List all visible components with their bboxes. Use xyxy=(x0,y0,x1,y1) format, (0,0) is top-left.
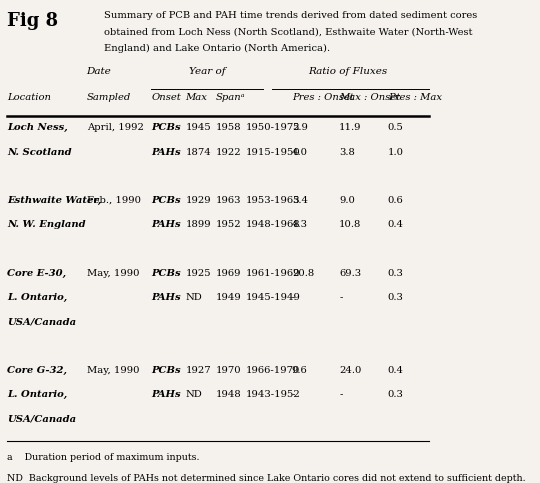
Text: 5.4: 5.4 xyxy=(292,196,308,205)
Text: Location: Location xyxy=(7,93,51,101)
Text: 0.4: 0.4 xyxy=(388,220,404,229)
Text: -: - xyxy=(339,390,342,399)
Text: May, 1990: May, 1990 xyxy=(86,269,139,278)
Text: 0.4: 0.4 xyxy=(388,366,404,375)
Text: 1948-1968: 1948-1968 xyxy=(246,220,300,229)
Text: USA/Canada: USA/Canada xyxy=(7,317,76,327)
Text: PAHs: PAHs xyxy=(151,293,181,302)
Text: 1899: 1899 xyxy=(186,220,211,229)
Text: PCBs: PCBs xyxy=(151,196,181,205)
Text: L. Ontario,: L. Ontario, xyxy=(7,293,68,302)
Text: Ratio of Fluxes: Ratio of Fluxes xyxy=(308,68,388,76)
Text: 1953-1963: 1953-1963 xyxy=(246,196,300,205)
Text: N. W. England: N. W. England xyxy=(7,220,86,229)
Text: 1922: 1922 xyxy=(215,148,241,156)
Text: 1966-1970: 1966-1970 xyxy=(246,366,300,375)
Text: 10.8: 10.8 xyxy=(339,220,361,229)
Text: Esthwaite Water,: Esthwaite Water, xyxy=(7,196,102,205)
Text: Max : Onset: Max : Onset xyxy=(339,93,400,101)
Text: PCBs: PCBs xyxy=(151,269,181,278)
Text: 1945-1949: 1945-1949 xyxy=(246,293,301,302)
Text: 9.6: 9.6 xyxy=(292,366,308,375)
Text: Spanᵃ: Spanᵃ xyxy=(215,93,245,101)
Text: 1943-1952: 1943-1952 xyxy=(246,390,301,399)
Text: 1961-1969: 1961-1969 xyxy=(246,269,300,278)
Text: -: - xyxy=(292,390,295,399)
Text: 0.3: 0.3 xyxy=(388,269,403,278)
Text: -: - xyxy=(292,293,295,302)
Text: April, 1992: April, 1992 xyxy=(86,123,144,132)
Text: 0.5: 0.5 xyxy=(388,123,403,132)
Text: 1949: 1949 xyxy=(215,293,241,302)
Text: Core G-32,: Core G-32, xyxy=(7,366,67,375)
Text: Fig 8: Fig 8 xyxy=(7,13,58,30)
Text: ND  Background levels of PAHs not determined since Lake Ontario cores did not ex: ND Background levels of PAHs not determi… xyxy=(7,474,526,483)
Text: 11.9: 11.9 xyxy=(339,123,362,132)
Text: England) and Lake Ontario (North America).: England) and Lake Ontario (North America… xyxy=(104,44,330,54)
Text: 24.0: 24.0 xyxy=(339,366,361,375)
Text: USA/Canada: USA/Canada xyxy=(7,414,76,424)
Text: 1.0: 1.0 xyxy=(388,148,404,156)
Text: obtained from Loch Ness (North Scotland), Esthwaite Water (North-West: obtained from Loch Ness (North Scotland)… xyxy=(104,28,473,37)
Text: 3.8: 3.8 xyxy=(339,148,355,156)
Text: 1950-1972: 1950-1972 xyxy=(246,123,300,132)
Text: 1952: 1952 xyxy=(215,220,241,229)
Text: a    Duration period of maximum inputs.: a Duration period of maximum inputs. xyxy=(7,453,200,462)
Text: 0.3: 0.3 xyxy=(388,390,403,399)
Text: 4.0: 4.0 xyxy=(292,148,308,156)
Text: 1927: 1927 xyxy=(186,366,211,375)
Text: 1915-1950: 1915-1950 xyxy=(246,148,301,156)
Text: ND: ND xyxy=(186,293,202,302)
Text: PAHs: PAHs xyxy=(151,220,181,229)
Text: 20.8: 20.8 xyxy=(292,269,314,278)
Text: N. Scotland: N. Scotland xyxy=(7,148,72,156)
Text: May, 1990: May, 1990 xyxy=(86,366,139,375)
Text: 1929: 1929 xyxy=(186,196,211,205)
Text: Loch Ness,: Loch Ness, xyxy=(7,123,68,132)
Text: 5.9: 5.9 xyxy=(292,123,308,132)
Text: PAHs: PAHs xyxy=(151,148,181,156)
Text: 9.0: 9.0 xyxy=(339,196,355,205)
Text: PCBs: PCBs xyxy=(151,366,181,375)
Text: L. Ontario,: L. Ontario, xyxy=(7,390,68,399)
Text: Core E-30,: Core E-30, xyxy=(7,269,66,278)
Text: Pres : Onset: Pres : Onset xyxy=(292,93,354,101)
Text: 4.3: 4.3 xyxy=(292,220,308,229)
Text: 1970: 1970 xyxy=(215,366,241,375)
Text: 69.3: 69.3 xyxy=(339,269,361,278)
Text: -: - xyxy=(339,293,342,302)
Text: 1969: 1969 xyxy=(215,269,241,278)
Text: 0.6: 0.6 xyxy=(388,196,403,205)
Text: Onset: Onset xyxy=(151,93,181,101)
Text: Sampled: Sampled xyxy=(86,93,131,101)
Text: Summary of PCB and PAH time trends derived from dated sediment cores: Summary of PCB and PAH time trends deriv… xyxy=(104,11,477,20)
Text: 1958: 1958 xyxy=(215,123,241,132)
Text: PAHs: PAHs xyxy=(151,390,181,399)
Text: Pres : Max: Pres : Max xyxy=(388,93,442,101)
Text: Feb., 1990: Feb., 1990 xyxy=(86,196,140,205)
Text: 1945: 1945 xyxy=(186,123,211,132)
Text: Max: Max xyxy=(186,93,207,101)
Text: Date: Date xyxy=(86,68,111,76)
Text: 1948: 1948 xyxy=(215,390,241,399)
Text: 1925: 1925 xyxy=(186,269,211,278)
Text: PCBs: PCBs xyxy=(151,123,181,132)
Text: Year of: Year of xyxy=(189,68,225,76)
Text: 0.3: 0.3 xyxy=(388,293,403,302)
Text: 1963: 1963 xyxy=(215,196,241,205)
Text: ND: ND xyxy=(186,390,202,399)
Text: 1874: 1874 xyxy=(186,148,211,156)
